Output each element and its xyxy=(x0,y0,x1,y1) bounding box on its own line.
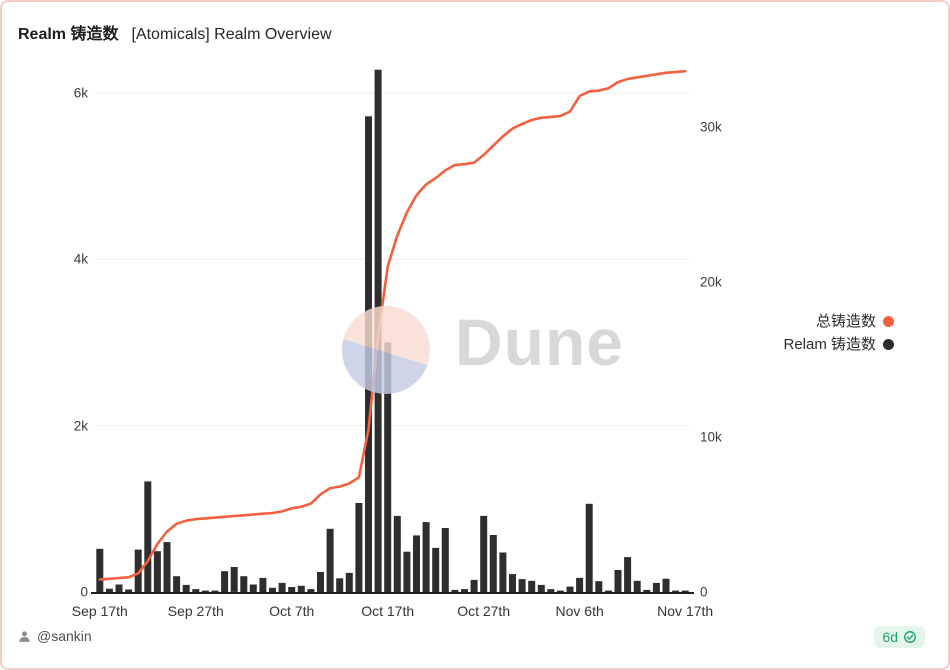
bar-Sep 27 xyxy=(192,589,200,592)
bar-Oct 22 xyxy=(432,547,440,592)
bar-Sep 23 xyxy=(153,551,161,592)
bar-Oct 7 xyxy=(288,587,296,592)
bar-Nov 17 xyxy=(681,590,689,592)
bar-Oct 14 xyxy=(355,503,363,592)
legend-label: Relam 铸造数 xyxy=(783,336,876,353)
bar-Oct 9 xyxy=(307,589,315,592)
bar-Oct 12 xyxy=(336,578,344,592)
chart-title-secondary: [Atomicals] Realm Overview xyxy=(131,26,332,43)
bar-Sep 25 xyxy=(173,576,181,592)
bar-Oct 1 xyxy=(230,567,238,592)
freshness-badge[interactable]: 6d xyxy=(874,626,925,648)
legend-item[interactable]: 总铸造数 xyxy=(783,310,894,333)
bar-Nov 9 xyxy=(604,590,612,592)
x-axis-tick-nov-6th: Nov 6th xyxy=(555,603,604,619)
bar-Oct 17 xyxy=(384,342,392,592)
bar-Nov 15 xyxy=(662,578,670,592)
bar-Sep 18 xyxy=(105,588,113,592)
chart-title: Realm 铸造数 [Atomicals] Realm Overview xyxy=(18,20,332,44)
bar-Nov 12 xyxy=(633,580,641,592)
chart-legend: 总铸造数 Relam 铸造数 xyxy=(783,310,894,356)
bar-Oct 24 xyxy=(451,589,459,592)
bar-Nov 14 xyxy=(652,582,660,592)
author-row[interactable]: @sankin xyxy=(18,628,92,644)
bar-Oct 28 xyxy=(489,535,497,592)
bar-Oct 5 xyxy=(269,587,276,592)
x-axis-tick-oct-17th: Oct 17th xyxy=(361,603,415,619)
bar-Oct 25 xyxy=(461,589,468,592)
bar-Oct 10 xyxy=(317,572,324,592)
bar-Sep 30 xyxy=(221,571,229,592)
bar-Oct 4 xyxy=(259,577,267,592)
left-axis-tick-2k: 2k xyxy=(73,418,88,434)
left-axis-tick-0: 0 xyxy=(80,584,88,600)
bar-Sep 26 xyxy=(182,584,190,592)
bar-Sep 28 xyxy=(201,590,209,592)
chart-title-primary: Realm 铸造数 xyxy=(18,26,119,43)
freshness-badge-label: 6d xyxy=(882,629,898,645)
bar-Oct 29 xyxy=(499,552,507,592)
total-mints-line xyxy=(98,69,687,581)
bar-Oct 8 xyxy=(297,585,305,592)
bar-Oct 27 xyxy=(480,515,488,592)
bar-Nov 6 xyxy=(576,577,584,592)
bar-Oct 3 xyxy=(249,584,257,592)
right-axis-tick-10k: 10k xyxy=(700,429,722,445)
bar-Nov 2 xyxy=(537,584,545,592)
bar-Nov 3 xyxy=(547,589,555,592)
verified-check-icon xyxy=(904,631,916,643)
bar-Oct 23 xyxy=(441,528,449,592)
x-axis-tick-oct-27th: Oct 27th xyxy=(457,603,511,619)
bar-Sep 22 xyxy=(144,481,152,592)
bar-Sep 21 xyxy=(134,549,142,592)
bar-Nov 8 xyxy=(595,581,603,592)
bar-Sep 17 xyxy=(96,548,104,592)
left-axis-tick-6k: 6k xyxy=(73,85,88,101)
bar-Oct 30 xyxy=(509,574,516,592)
bar-Sep 20 xyxy=(125,589,133,592)
legend-dot-icon xyxy=(883,339,894,350)
legend-dot-icon xyxy=(883,316,894,327)
bar-Oct 18 xyxy=(393,515,401,592)
author-handle[interactable]: @sankin xyxy=(37,628,92,644)
legend-label: 总铸造数 xyxy=(815,313,876,330)
bar-Oct 21 xyxy=(422,522,430,592)
bar-Sep 19 xyxy=(115,584,123,592)
x-axis-tick-sep-27th: Sep 27th xyxy=(167,603,224,619)
bar-Oct 19 xyxy=(403,551,411,592)
bar-Nov 11 xyxy=(624,557,632,592)
right-axis-tick-0: 0 xyxy=(700,584,708,600)
bar-Oct 6 xyxy=(278,582,286,592)
bar-Nov 7 xyxy=(585,503,593,592)
left-axis-tick-4k: 4k xyxy=(73,251,88,267)
bar-Oct 13 xyxy=(345,572,353,592)
bar-Sep 24 xyxy=(163,542,171,592)
right-axis-tick-30k: 30k xyxy=(700,119,722,135)
bar-Oct 11 xyxy=(326,528,334,592)
bar-Oct 2 xyxy=(240,576,248,592)
x-axis-tick-nov-17th: Nov 17th xyxy=(657,603,714,619)
bar-Nov 10 xyxy=(614,570,622,592)
bar-Nov 4 xyxy=(556,590,564,592)
x-axis-tick-oct-7th: Oct 7th xyxy=(269,603,315,619)
bar-Nov 1 xyxy=(528,580,536,592)
right-axis-tick-20k: 20k xyxy=(700,274,722,290)
x-axis-tick-sep-17th: Sep 17th xyxy=(71,603,128,619)
bar-Oct 31 xyxy=(518,579,526,592)
bar-Nov 5 xyxy=(566,586,574,592)
bar-Oct 20 xyxy=(413,535,420,592)
bar-Oct 15 xyxy=(365,116,372,593)
bar-Oct 26 xyxy=(470,579,478,592)
bar-Nov 13 xyxy=(643,589,651,592)
bar-Sep 29 xyxy=(211,590,219,592)
user-icon xyxy=(19,630,30,642)
bar-Nov 16 xyxy=(672,590,680,592)
legend-item[interactable]: Relam 铸造数 xyxy=(783,333,894,356)
